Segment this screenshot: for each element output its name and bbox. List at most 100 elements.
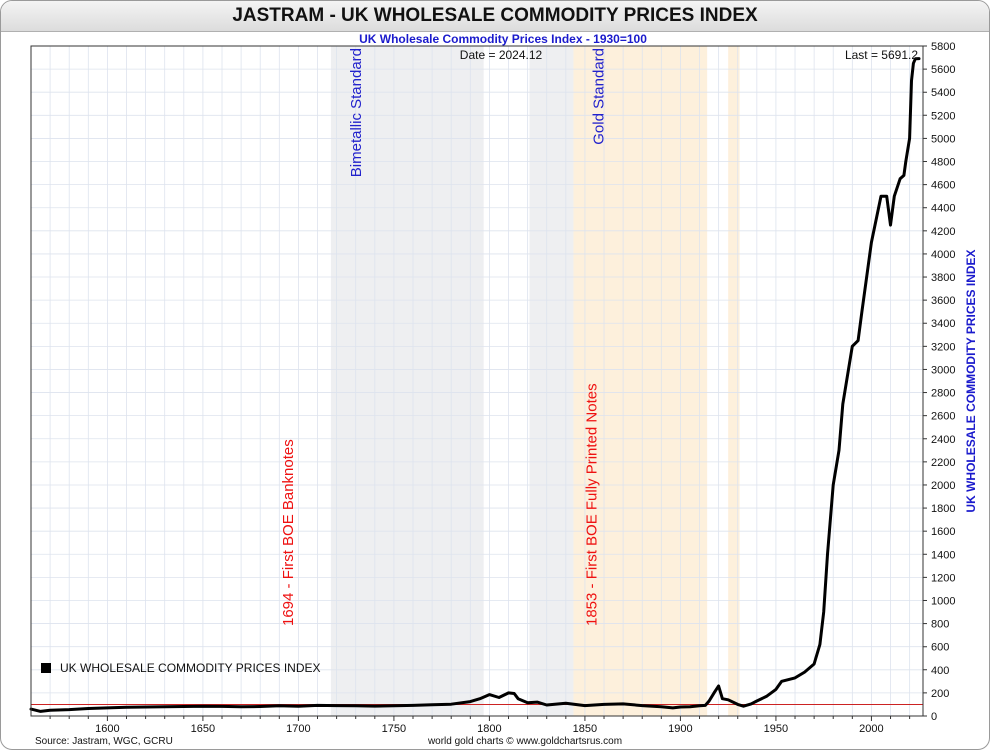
legend-swatch [41, 663, 51, 673]
x-tick-label: 1650 [191, 723, 215, 735]
y-tick-label: 200 [931, 688, 949, 700]
y-tick-label: 2200 [931, 457, 955, 469]
x-tick-label: 1750 [382, 723, 406, 735]
data-point [603, 703, 605, 706]
y-tick-label: 5200 [931, 110, 955, 122]
y-tick-label: 400 [931, 665, 949, 677]
data-point [832, 484, 835, 486]
data-point [826, 553, 829, 556]
x-tick-label: 1950 [764, 723, 788, 735]
x-axis: 1600 1650 1700 1750 1800 1850 1900 1950 2000 [49, 716, 911, 735]
y-tick-label: 1800 [931, 503, 955, 515]
data-point [727, 699, 729, 701]
data-point [851, 345, 854, 348]
data-point [513, 692, 516, 695]
y-tick-label: 5000 [931, 133, 955, 145]
y-tick-label: 4000 [931, 249, 955, 261]
data-point [819, 643, 821, 646]
shaded-region-label-2: Gold Standard [590, 48, 607, 145]
data-point [479, 697, 481, 700]
y-tick-label: 1000 [931, 595, 955, 607]
grid-lines [31, 45, 923, 717]
data-point [622, 703, 624, 705]
shaded-region-0 [330, 46, 484, 716]
last-value-label: Last = 5691.2 [845, 48, 918, 62]
data-point [144, 706, 147, 708]
data-point [297, 705, 300, 707]
y-tick-label: 3000 [931, 364, 955, 376]
y-tick-label: 3400 [931, 318, 955, 330]
x-tick-label: 2000 [859, 723, 883, 735]
data-point [912, 62, 915, 65]
data-point [756, 700, 758, 702]
y-tick-label: 1400 [931, 549, 955, 561]
x-tick-label: 1900 [668, 723, 692, 735]
data-point [847, 368, 850, 371]
data-point [240, 705, 242, 708]
data-point [335, 704, 338, 707]
data-point [841, 403, 844, 405]
data-point [780, 680, 783, 683]
data-point [803, 671, 806, 673]
data-point [221, 705, 223, 708]
annotations: 1694 - First BOE Banknotes 1853 - First B… [280, 383, 601, 626]
chart-title: JASTRAM - UK WHOLESALE COMMODITY PRICES … [232, 5, 758, 26]
data-point [660, 705, 663, 708]
data-point [517, 697, 519, 700]
data-point [106, 707, 109, 709]
data-point [431, 703, 433, 706]
data-point [393, 705, 395, 707]
data-point [903, 174, 905, 177]
shaded-region-label-0: Bimetallic Standard [348, 48, 365, 177]
y-tick-label: 4600 [931, 180, 955, 192]
y-tick-label: 600 [931, 642, 949, 654]
data-point [775, 688, 777, 691]
data-point [259, 705, 262, 708]
data-point [679, 706, 682, 708]
data-point [469, 700, 472, 703]
data-point [698, 705, 701, 707]
data-point [736, 703, 739, 706]
data-point [910, 79, 913, 82]
data-point [870, 241, 873, 244]
legend-label: UK WHOLESALE COMMODITY PRICES INDEX [60, 661, 321, 675]
data-point [861, 310, 863, 313]
title-bar: JASTRAM - UK WHOLESALE COMMODITY PRICES … [1, 1, 989, 32]
data-point [450, 703, 453, 706]
y-tick-label: 2400 [931, 434, 955, 446]
data-point [163, 705, 166, 708]
y-tick-label: 3800 [931, 272, 955, 284]
data-point [498, 696, 500, 699]
y-tick-label: 1200 [931, 572, 955, 584]
x-tick-label: 1800 [477, 723, 501, 735]
shaded-region-3 [728, 46, 740, 716]
data-point [39, 710, 42, 713]
data-point [750, 703, 752, 705]
y-tick-label: 2800 [931, 388, 955, 400]
data-point [893, 195, 896, 197]
y-tick-label: 4400 [931, 203, 955, 215]
data-point [374, 705, 376, 707]
data-point [641, 704, 644, 707]
y-tick-label: 4200 [931, 226, 955, 238]
data-point [905, 160, 907, 163]
annotation-label-1: 1853 - First BOE Fully Printed Notes [584, 383, 601, 626]
data-point [714, 690, 716, 693]
source-note: Source: Jastram, WGC, GCRU [35, 736, 173, 747]
data-point [202, 705, 204, 707]
y-tick-label: 5800 [931, 41, 955, 53]
data-point [918, 57, 920, 60]
data-point [488, 693, 491, 696]
y-tick-label: 4800 [931, 157, 955, 169]
data-point [87, 707, 90, 710]
data-point [717, 685, 720, 687]
y-axis: 0 200 400 600 800 1000 1200 1400 1600 1800 2000 220… [923, 41, 955, 723]
data-point [838, 449, 840, 452]
credit-note: world gold charts © www.goldchartsrus.co… [427, 736, 622, 747]
shaded-regions [330, 46, 740, 716]
shaded-region-labels: Bimetallic Standard Gold Standard [348, 48, 608, 177]
data-point [914, 57, 917, 60]
data-point [708, 700, 710, 702]
data-point [536, 701, 538, 703]
